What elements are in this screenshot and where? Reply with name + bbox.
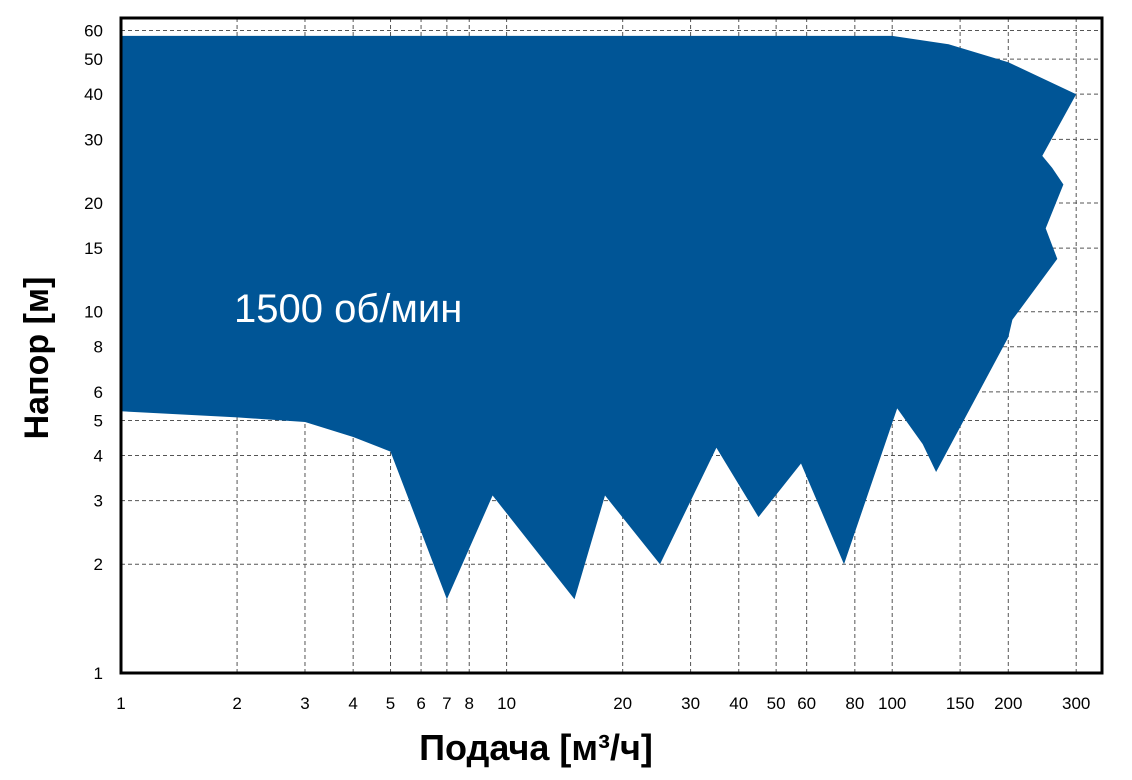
y-tick-label: 6 bbox=[94, 383, 103, 402]
x-tick-label: 3 bbox=[300, 694, 309, 713]
y-axis-ticks: 1 2 3 4 5 6 8 10 15 20 30 40 50 60 bbox=[84, 22, 103, 683]
y-tick-label: 4 bbox=[94, 446, 103, 465]
x-tick-label: 200 bbox=[994, 694, 1022, 713]
y-tick-label: 2 bbox=[94, 555, 103, 574]
x-axis-ticks: 1 2 3 4 5 6 7 8 10 20 30 40 50 60 80 100 150 200 300 bbox=[116, 694, 1090, 713]
y-tick-label: 5 bbox=[94, 411, 103, 430]
x-tick-label: 5 bbox=[386, 694, 395, 713]
x-tick-label: 100 bbox=[878, 694, 906, 713]
y-tick-label: 1 bbox=[94, 664, 103, 683]
x-tick-label: 40 bbox=[729, 694, 748, 713]
x-tick-label: 7 bbox=[442, 694, 451, 713]
y-tick-label: 3 bbox=[94, 492, 103, 511]
y-tick-label: 8 bbox=[94, 338, 103, 357]
x-axis-title: Подача [м³/ч] bbox=[419, 727, 653, 768]
x-tick-label: 300 bbox=[1062, 694, 1090, 713]
y-tick-label: 20 bbox=[84, 194, 103, 213]
y-tick-label: 40 bbox=[84, 85, 103, 104]
plot-frame bbox=[119, 16, 1104, 675]
x-tick-label: 80 bbox=[845, 694, 864, 713]
x-tick-label: 8 bbox=[464, 694, 473, 713]
y-axis-title: Напор [м] bbox=[18, 277, 56, 440]
x-tick-label: 20 bbox=[613, 694, 632, 713]
x-tick-label: 30 bbox=[681, 694, 700, 713]
speed-annotation: 1500 об/мин bbox=[234, 287, 462, 331]
x-tick-label: 2 bbox=[232, 694, 241, 713]
x-tick-label: 50 bbox=[767, 694, 786, 713]
y-tick-label: 60 bbox=[84, 22, 103, 41]
x-tick-label: 60 bbox=[797, 694, 816, 713]
y-tick-label: 50 bbox=[84, 50, 103, 69]
x-tick-label: 1 bbox=[116, 694, 125, 713]
y-tick-label: 15 bbox=[84, 239, 103, 258]
y-tick-label: 10 bbox=[84, 303, 103, 322]
operating-area bbox=[121, 35, 1077, 600]
x-tick-label: 150 bbox=[946, 694, 974, 713]
x-tick-label: 4 bbox=[348, 694, 357, 713]
x-tick-label: 10 bbox=[497, 694, 516, 713]
x-tick-label: 6 bbox=[416, 694, 425, 713]
y-tick-label: 30 bbox=[84, 130, 103, 149]
